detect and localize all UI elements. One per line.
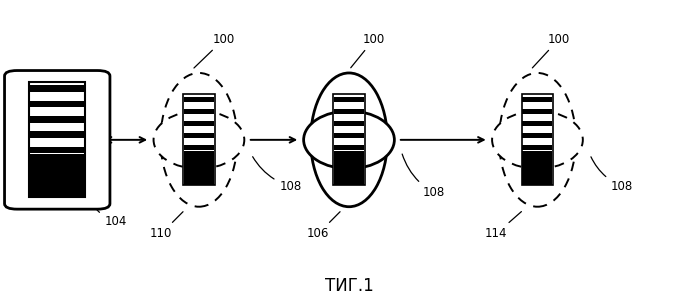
Text: 100: 100 — [351, 33, 385, 68]
Bar — [521, 94, 554, 185]
Bar — [522, 133, 553, 138]
Text: 110: 110 — [150, 212, 183, 240]
Bar — [184, 145, 214, 150]
Text: ΤИГ.1: ΤИГ.1 — [325, 277, 373, 295]
Ellipse shape — [492, 111, 583, 169]
Text: 108: 108 — [253, 157, 302, 193]
Bar — [334, 151, 364, 185]
Bar — [334, 121, 364, 126]
Bar — [522, 145, 553, 150]
Bar — [30, 116, 84, 123]
Bar — [334, 133, 364, 138]
Bar — [522, 97, 553, 102]
Bar — [184, 97, 214, 102]
Bar — [334, 145, 364, 150]
Bar — [30, 85, 84, 92]
Bar — [30, 147, 84, 153]
Ellipse shape — [304, 111, 394, 169]
Bar — [184, 121, 214, 126]
Bar — [184, 109, 214, 114]
Bar — [334, 109, 364, 114]
Bar — [184, 151, 214, 185]
Bar — [30, 131, 84, 138]
Bar — [184, 133, 214, 138]
Text: 108: 108 — [591, 157, 633, 193]
FancyBboxPatch shape — [5, 71, 110, 209]
Text: 104: 104 — [91, 203, 127, 228]
Ellipse shape — [154, 111, 244, 169]
Bar — [30, 154, 84, 197]
Bar — [30, 101, 84, 107]
Bar — [333, 94, 364, 185]
Bar — [522, 151, 553, 185]
Text: 106: 106 — [307, 212, 340, 240]
Text: 100: 100 — [533, 33, 570, 68]
Bar — [29, 82, 85, 197]
Bar — [183, 94, 214, 185]
Bar — [522, 121, 553, 126]
Text: 108: 108 — [402, 154, 445, 199]
Text: 114: 114 — [485, 212, 521, 240]
Text: 102: 102 — [0, 64, 18, 82]
Bar — [334, 97, 364, 102]
Text: 100: 100 — [194, 33, 235, 68]
Bar — [522, 109, 553, 114]
